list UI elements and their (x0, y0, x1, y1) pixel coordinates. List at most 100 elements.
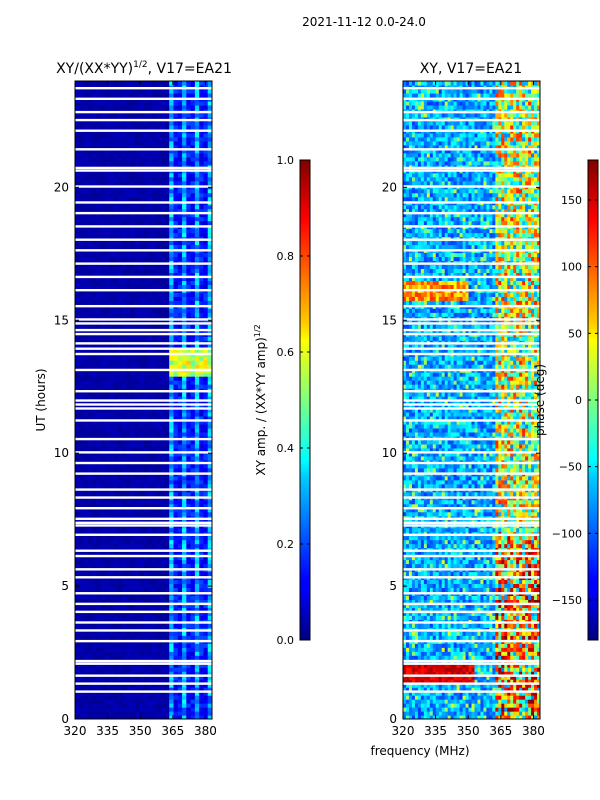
amp-heatmap-cell (130, 671, 136, 676)
amp-heatmap-cell (207, 451, 212, 457)
amp-heatmap-cell (203, 240, 209, 246)
amp-heatmap-cell (122, 411, 127, 417)
amp-heatmap-cell (83, 439, 89, 445)
amp-heatmap-cell (169, 252, 175, 258)
amp-heatmap-cell (152, 256, 157, 262)
amp-heatmap-cell (203, 467, 209, 473)
amp-heatmap-cell (182, 587, 187, 592)
amp-heatmap-cell (177, 679, 183, 684)
amp-heatmap-cell (173, 196, 179, 202)
amp-heatmap-cell (147, 407, 153, 413)
amp-heatmap-cell (207, 587, 212, 592)
amp-heatmap-cell (199, 655, 205, 660)
amp-heatmap-cell (164, 272, 170, 277)
amp-heatmap-cell (182, 407, 187, 413)
amp-heatmap-cell (182, 491, 187, 497)
amp-heatmap-cell (186, 603, 192, 608)
amp-heatmap-cell (194, 124, 200, 130)
amp-heatmap-cell (122, 647, 127, 652)
amp-heatmap-cell (182, 396, 187, 401)
amp-heatmap-cell (182, 384, 187, 389)
amp-heatmap-cell (177, 439, 183, 445)
amp-heatmap-cell (83, 595, 89, 600)
amp-heatmap-cell (190, 599, 196, 604)
amp-heatmap-cell (134, 423, 140, 429)
amp-heatmap-cell (117, 439, 123, 445)
amp-heatmap-cell (182, 415, 187, 421)
amp-heatmap-cell (169, 551, 175, 557)
amp-heatmap-cell (100, 415, 106, 421)
amp-heatmap-cell (173, 535, 179, 541)
amp-heatmap-cell (156, 256, 162, 262)
amp-heatmap-cell (177, 280, 183, 285)
amp-heatmap-cell (96, 703, 102, 708)
amp-heatmap-cell (177, 535, 183, 541)
amp-heatmap-cell (104, 571, 110, 577)
amp-heatmap-cell (190, 507, 196, 513)
amp-heatmap-cell (160, 132, 166, 138)
amp-heatmap-cell (122, 451, 127, 457)
amp-heatmap-cell (160, 124, 166, 130)
amp-heatmap-cell (79, 384, 85, 389)
amp-heatmap-cell (122, 695, 127, 700)
amp-heatmap-cell (126, 415, 132, 421)
amp-heatmap-cell (186, 475, 192, 481)
amp-heatmap-cell (207, 675, 212, 680)
amp-heatmap-cell (126, 499, 132, 505)
amp-heatmap-cell (139, 180, 145, 186)
amp-heatmap-cell (190, 579, 196, 585)
amp-heatmap-cell (92, 120, 98, 126)
amp-heatmap-cell (79, 655, 85, 660)
amp-heatmap-cell (147, 423, 153, 429)
amp-heatmap-cell (182, 455, 187, 461)
amp-heatmap-cell (87, 559, 93, 565)
amp-heatmap-cell (160, 188, 166, 194)
amp-heatmap-cell (75, 284, 80, 289)
amp-heatmap-cell (126, 280, 132, 285)
amp-heatmap-cell (143, 312, 149, 317)
amp-heatmap-cell (160, 380, 166, 385)
amp-heatmap-cell (190, 443, 196, 449)
amp-heatmap-cell (152, 439, 157, 445)
amp-heatmap-cell (139, 232, 145, 238)
amp-heatmap-cell (117, 292, 123, 297)
amp-heatmap-cell (139, 635, 145, 640)
amp-heatmap-cell (87, 396, 93, 401)
amp-heatmap-cell (79, 707, 85, 712)
amp-heatmap-cell (126, 699, 132, 704)
amp-heatmap-cell (134, 252, 140, 258)
amp-heatmap-cell (160, 136, 166, 142)
amp-heatmap-cell (186, 180, 192, 186)
amp-heatmap-cell (182, 124, 187, 130)
amp-heatmap-cell (113, 687, 119, 692)
amp-heatmap-cell (143, 535, 149, 541)
amp-heatmap-cell (126, 232, 132, 238)
amp-heatmap-cell (100, 152, 106, 158)
amp-heatmap-cell (83, 272, 89, 277)
amp-heatmap-cell (194, 360, 200, 365)
amp-heatmap-cell (147, 403, 153, 409)
amp-heatmap-cell (92, 360, 98, 365)
amp-heatmap-cell (177, 220, 183, 226)
amp-heatmap-cell (139, 268, 145, 273)
amp-heatmap-cell (186, 244, 192, 250)
amp-heatmap-cell (186, 423, 192, 429)
amp-heatmap-cell (182, 292, 187, 297)
amp-heatmap-cell (96, 228, 102, 234)
amp-heatmap-cell (207, 407, 212, 413)
amp-heatmap-cell (113, 400, 119, 405)
amp-heatmap-cell (126, 392, 132, 397)
amp-heatmap-cell (104, 635, 110, 640)
amp-heatmap-cell (143, 284, 149, 289)
amp-heatmap-cell (190, 212, 196, 218)
amp-heatmap-cell (203, 292, 209, 297)
amp-heatmap-cell (109, 344, 115, 349)
amp-heatmap-cell (164, 507, 170, 513)
amp-heatmap-cell (186, 451, 192, 457)
amp-heatmap-cell (177, 144, 183, 150)
amp-heatmap-cell (100, 431, 106, 437)
amp-heatmap-cell (182, 503, 187, 509)
amp-heatmap-cell (104, 360, 110, 365)
amp-heatmap-cell (104, 415, 110, 421)
amp-heatmap-cell (79, 124, 85, 130)
